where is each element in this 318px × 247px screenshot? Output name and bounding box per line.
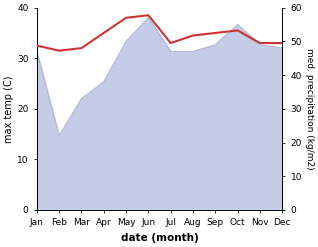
Y-axis label: max temp (C): max temp (C) (4, 75, 14, 143)
Y-axis label: med. precipitation (kg/m2): med. precipitation (kg/m2) (305, 48, 314, 170)
X-axis label: date (month): date (month) (121, 233, 198, 243)
